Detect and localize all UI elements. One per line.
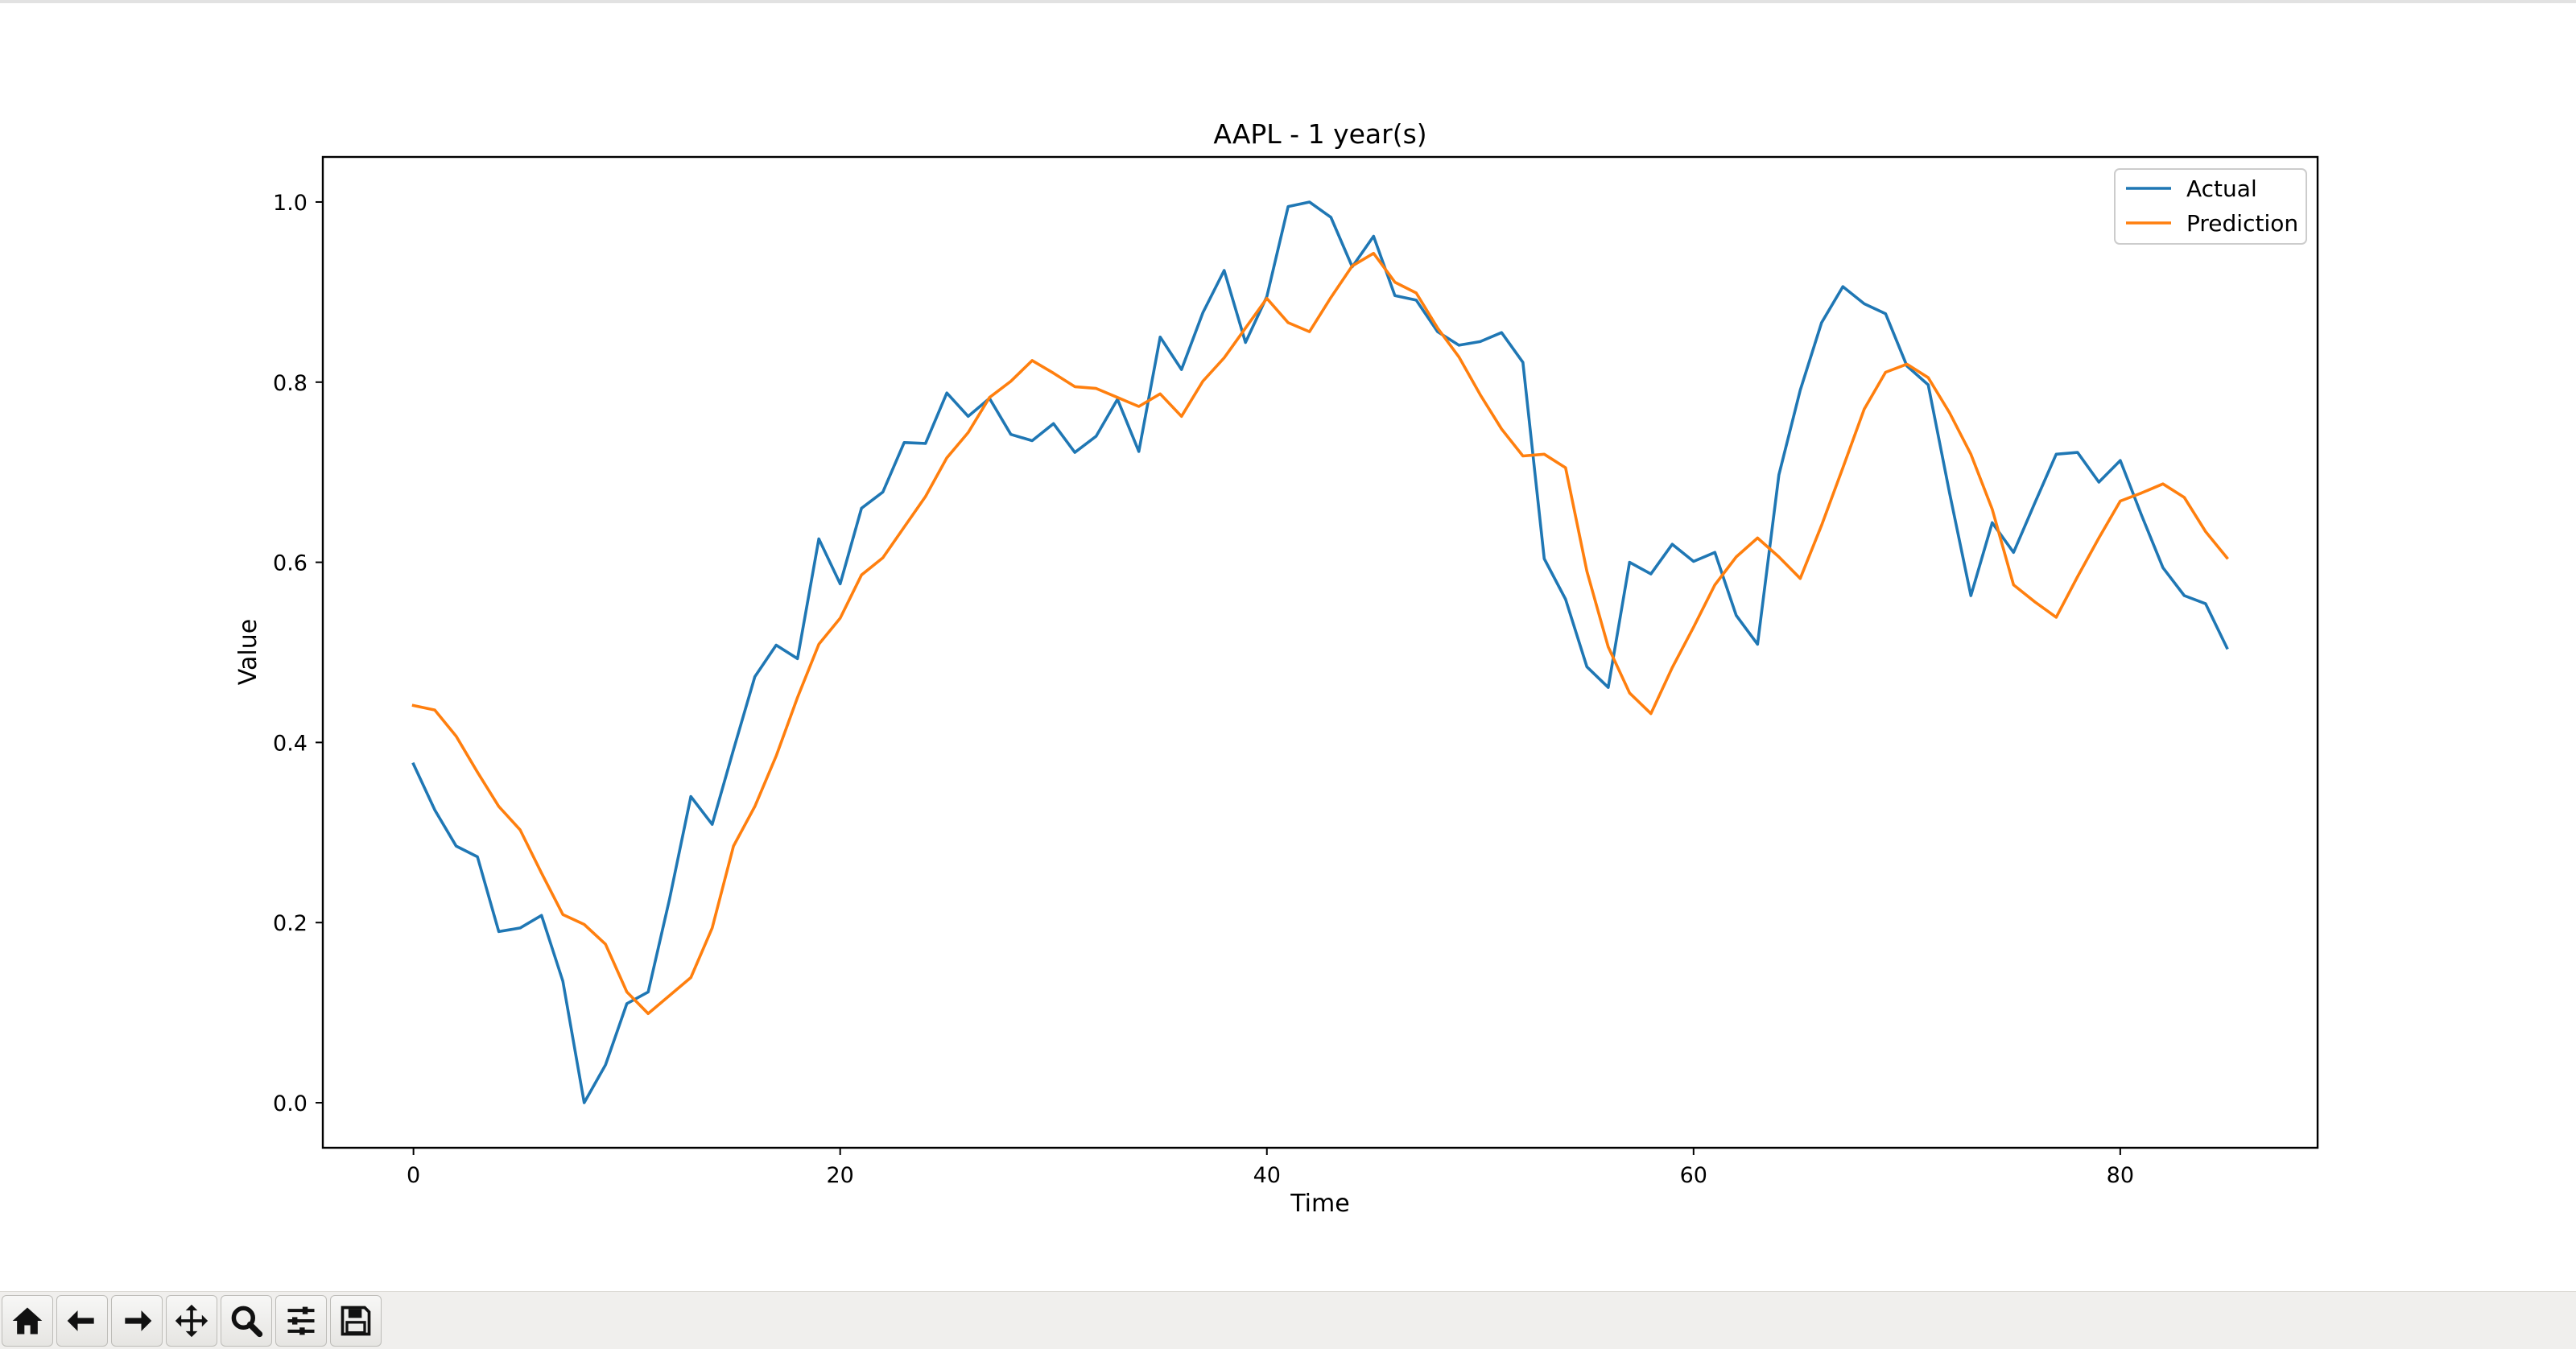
y-tick-label: 0.4	[273, 731, 308, 756]
floppy-disk-icon	[341, 1306, 371, 1336]
y-tick-label: 0.6	[273, 551, 308, 576]
y-tick-label: 0.0	[273, 1091, 308, 1116]
x-tick-label: 80	[2107, 1163, 2134, 1188]
series-lines	[411, 200, 2229, 1104]
magnifier-icon	[231, 1306, 263, 1338]
sliders-icon	[287, 1306, 315, 1335]
home-button[interactable]	[2, 1295, 53, 1347]
move-icon	[175, 1304, 208, 1338]
back-button[interactable]	[56, 1295, 108, 1347]
x-tick-label: 20	[827, 1163, 854, 1188]
legend: Actual Prediction	[2114, 168, 2307, 245]
window-top-border	[0, 0, 2576, 3]
line-chart: 0 20 40 60 80 0.0 0.2 0.4 0.6 0.8 1.0 AAPL - 1 yea…	[234, 118, 2319, 1218]
configure-subplots-button[interactable]	[275, 1295, 327, 1347]
x-tick-label: 60	[1680, 1163, 1707, 1188]
navigation-toolbar	[0, 1291, 2576, 1349]
forward-button[interactable]	[111, 1295, 163, 1347]
legend-label-actual: Actual	[2186, 175, 2257, 202]
legend-label-prediction: Prediction	[2186, 210, 2298, 237]
y-tick-label: 0.2	[273, 911, 308, 936]
y-tick-label: 1.0	[273, 191, 308, 216]
figure-canvas[interactable]: 0 20 40 60 80 0.0 0.2 0.4 0.6 0.8 1.0 AAPL - 1 yea…	[0, 3, 2576, 1291]
x-tick-label: 0	[407, 1163, 420, 1188]
series-line-prediction	[411, 251, 2229, 1016]
arrow-right-icon	[125, 1310, 152, 1331]
zoom-button[interactable]	[221, 1295, 272, 1347]
arrow-left-icon	[67, 1310, 94, 1331]
chart-title: AAPL - 1 year(s)	[1213, 118, 1426, 150]
x-tick-label: 40	[1253, 1163, 1281, 1188]
y-tick-label: 0.8	[273, 371, 308, 396]
y-axis-label: Value	[234, 619, 262, 685]
series-line-actual	[411, 200, 2229, 1104]
plot-area	[323, 157, 2318, 1148]
pan-button[interactable]	[166, 1295, 217, 1347]
x-axis-label: Time	[1290, 1190, 1349, 1218]
axis-ticks: 0 20 40 60 80 0.0 0.2 0.4 0.6 0.8 1.0	[273, 191, 2134, 1188]
plot-frame	[321, 155, 2319, 1149]
home-icon	[12, 1307, 43, 1335]
save-button[interactable]	[330, 1295, 382, 1347]
